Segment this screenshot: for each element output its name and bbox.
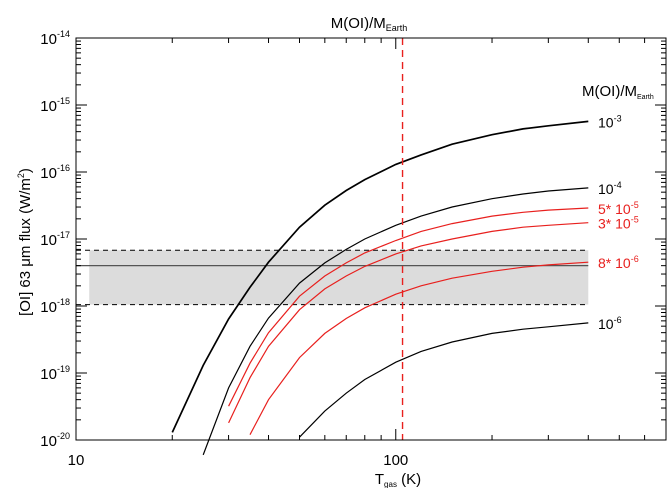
series-label-base: 3* 10 [598, 216, 631, 232]
series-line-5 [249, 261, 589, 435]
ylabel-sup: 2 [16, 173, 26, 178]
y-tick-label-exp: -14 [57, 29, 70, 39]
series-label-base: 5* 10 [598, 201, 631, 217]
series-label-base: 10 [598, 114, 614, 130]
y-tick-label-base: 10 [40, 98, 57, 115]
ylabel-rest: m flux (W/m [17, 178, 34, 258]
y-tick-label: 10-17 [40, 230, 70, 249]
series-line-3 [228, 207, 589, 407]
y-axis-label: [OI] 63 μm flux (W/m2) [16, 168, 34, 316]
y-tick-label: 10-15 [40, 96, 70, 115]
y-tick-label-base: 10 [40, 165, 57, 182]
y-tick-label-exp: -16 [57, 163, 70, 173]
title-sub: Earth [386, 23, 408, 33]
series-label-4: 3* 10-5 [598, 215, 639, 232]
series-label-5: 8* 10-6 [598, 254, 639, 271]
x-axis-label: Tgas (K) [375, 471, 421, 488]
y-tick-label-base: 10 [40, 232, 57, 249]
series-label-base: 10 [598, 181, 614, 197]
series-label-exp: -4 [614, 180, 622, 190]
y-tick-label: 10-19 [40, 364, 70, 383]
series-label-exp: -6 [614, 315, 622, 325]
ylabel-prefix: [OI] 63 [17, 267, 34, 316]
y-tick-label-exp: -20 [57, 431, 70, 441]
chart-title: M(OI)/MEarth [331, 15, 408, 33]
y-tick-label: 10-20 [40, 431, 70, 450]
legend-title-base: M(OI)/M [582, 83, 637, 100]
y-tick-label: 10-18 [40, 297, 70, 316]
axis-ticks [75, 37, 667, 441]
y-tick-label-exp: -18 [57, 297, 70, 307]
y-tick-label: 10-14 [40, 29, 70, 48]
series-label-1: 10-3 [598, 113, 622, 130]
series-label-exp: -5 [631, 200, 639, 210]
series-line-1 [171, 120, 589, 433]
series-label-2: 10-4 [598, 180, 622, 197]
series-label-exp: -6 [631, 254, 639, 264]
legend-title: M(OI)/MEarth [582, 83, 654, 101]
y-tick-label-base: 10 [40, 433, 57, 450]
y-tick-label-exp: -19 [57, 364, 70, 374]
ylabel-end: ) [17, 168, 34, 173]
y-tick-label-base: 10 [40, 31, 57, 48]
series-label-3: 5* 10-5 [598, 200, 639, 217]
series-line-4 [228, 222, 589, 424]
x-tick-label: 10 [68, 452, 85, 469]
series-label-base: 8* 10 [598, 255, 631, 271]
y-tick-label-exp: -15 [57, 96, 70, 106]
y-tick-label: 10-16 [40, 163, 70, 182]
xlabel-unit: (K) [397, 471, 421, 488]
series-line-2 [202, 187, 589, 456]
xlabel-base: T [375, 471, 384, 488]
series-label-base: 10 [598, 316, 614, 332]
series-label-6: 10-6 [598, 315, 622, 332]
y-tick-label-base: 10 [40, 299, 57, 316]
series-group [171, 120, 589, 456]
legend-title-sub: Earth [637, 94, 654, 101]
series-label-exp: -3 [614, 113, 622, 123]
x-tick-label: 100 [383, 452, 408, 469]
y-tick-label-base: 10 [40, 366, 57, 383]
plot-frame [75, 37, 667, 441]
xlabel-sub: gas [384, 480, 397, 488]
observed-band [89, 250, 589, 305]
title-base: M(OI)/M [331, 15, 386, 32]
ylabel-mu: μ [17, 258, 34, 267]
series-label-exp: -5 [631, 215, 639, 225]
series-line-6 [299, 322, 589, 438]
y-tick-label-exp: -17 [57, 230, 70, 240]
